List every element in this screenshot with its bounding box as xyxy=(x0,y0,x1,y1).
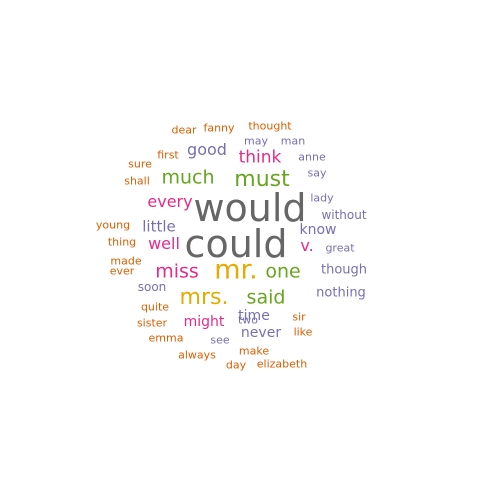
cloud-word: every xyxy=(147,192,193,211)
cloud-word: make xyxy=(238,344,270,358)
cloud-word: miss xyxy=(155,260,199,283)
cloud-word: would xyxy=(193,186,307,230)
cloud-word: mrs. xyxy=(179,285,229,310)
cloud-word: good xyxy=(187,140,227,159)
cloud-word: elizabeth xyxy=(256,357,308,371)
cloud-word: anne xyxy=(298,150,326,164)
cloud-word: dear xyxy=(171,123,197,137)
cloud-word: thought xyxy=(248,119,292,133)
cloud-word: never xyxy=(240,325,282,341)
cloud-word: ever xyxy=(109,264,135,278)
cloud-word: could xyxy=(184,222,288,266)
cloud-word: much xyxy=(161,166,215,189)
cloud-word: little xyxy=(142,217,176,236)
cloud-word: two xyxy=(237,313,259,327)
cloud-word: well xyxy=(148,234,180,253)
cloud-word: know xyxy=(299,222,337,238)
cloud-word: v. xyxy=(300,236,314,255)
cloud-word: time xyxy=(238,308,270,324)
cloud-word: first xyxy=(157,148,179,162)
cloud-word: might xyxy=(183,314,225,330)
cloud-word: sure xyxy=(128,157,152,171)
cloud-word: made xyxy=(110,254,142,268)
cloud-word: said xyxy=(246,286,286,309)
cloud-word: without xyxy=(321,208,367,222)
cloud-word: thing xyxy=(107,235,137,249)
cloud-word: sir xyxy=(292,310,306,324)
cloud-word: though xyxy=(320,262,368,278)
cloud-word: quite xyxy=(140,300,170,314)
cloud-word: lady xyxy=(310,191,334,205)
cloud-word: emma xyxy=(148,331,184,345)
cloud-word: great xyxy=(325,241,355,255)
cloud-word: young xyxy=(95,218,131,232)
cloud-word: may xyxy=(244,134,268,148)
cloud-word: one xyxy=(265,260,301,283)
cloud-word: day xyxy=(225,358,247,372)
cloud-word: always xyxy=(178,348,216,362)
cloud-word: soon xyxy=(137,280,167,294)
cloud-word: shall xyxy=(124,174,150,188)
cloud-word: man xyxy=(280,134,306,148)
cloud-word: mr. xyxy=(214,254,258,286)
cloud-word: think xyxy=(238,147,282,168)
cloud-word: must xyxy=(234,167,290,192)
cloud-word: fanny xyxy=(203,121,235,135)
cloud-word: sister xyxy=(136,316,168,330)
cloud-word: like xyxy=(293,325,313,339)
cloud-word: see xyxy=(210,333,230,347)
cloud-word: say xyxy=(307,166,327,180)
cloud-word: nothing xyxy=(316,285,366,301)
